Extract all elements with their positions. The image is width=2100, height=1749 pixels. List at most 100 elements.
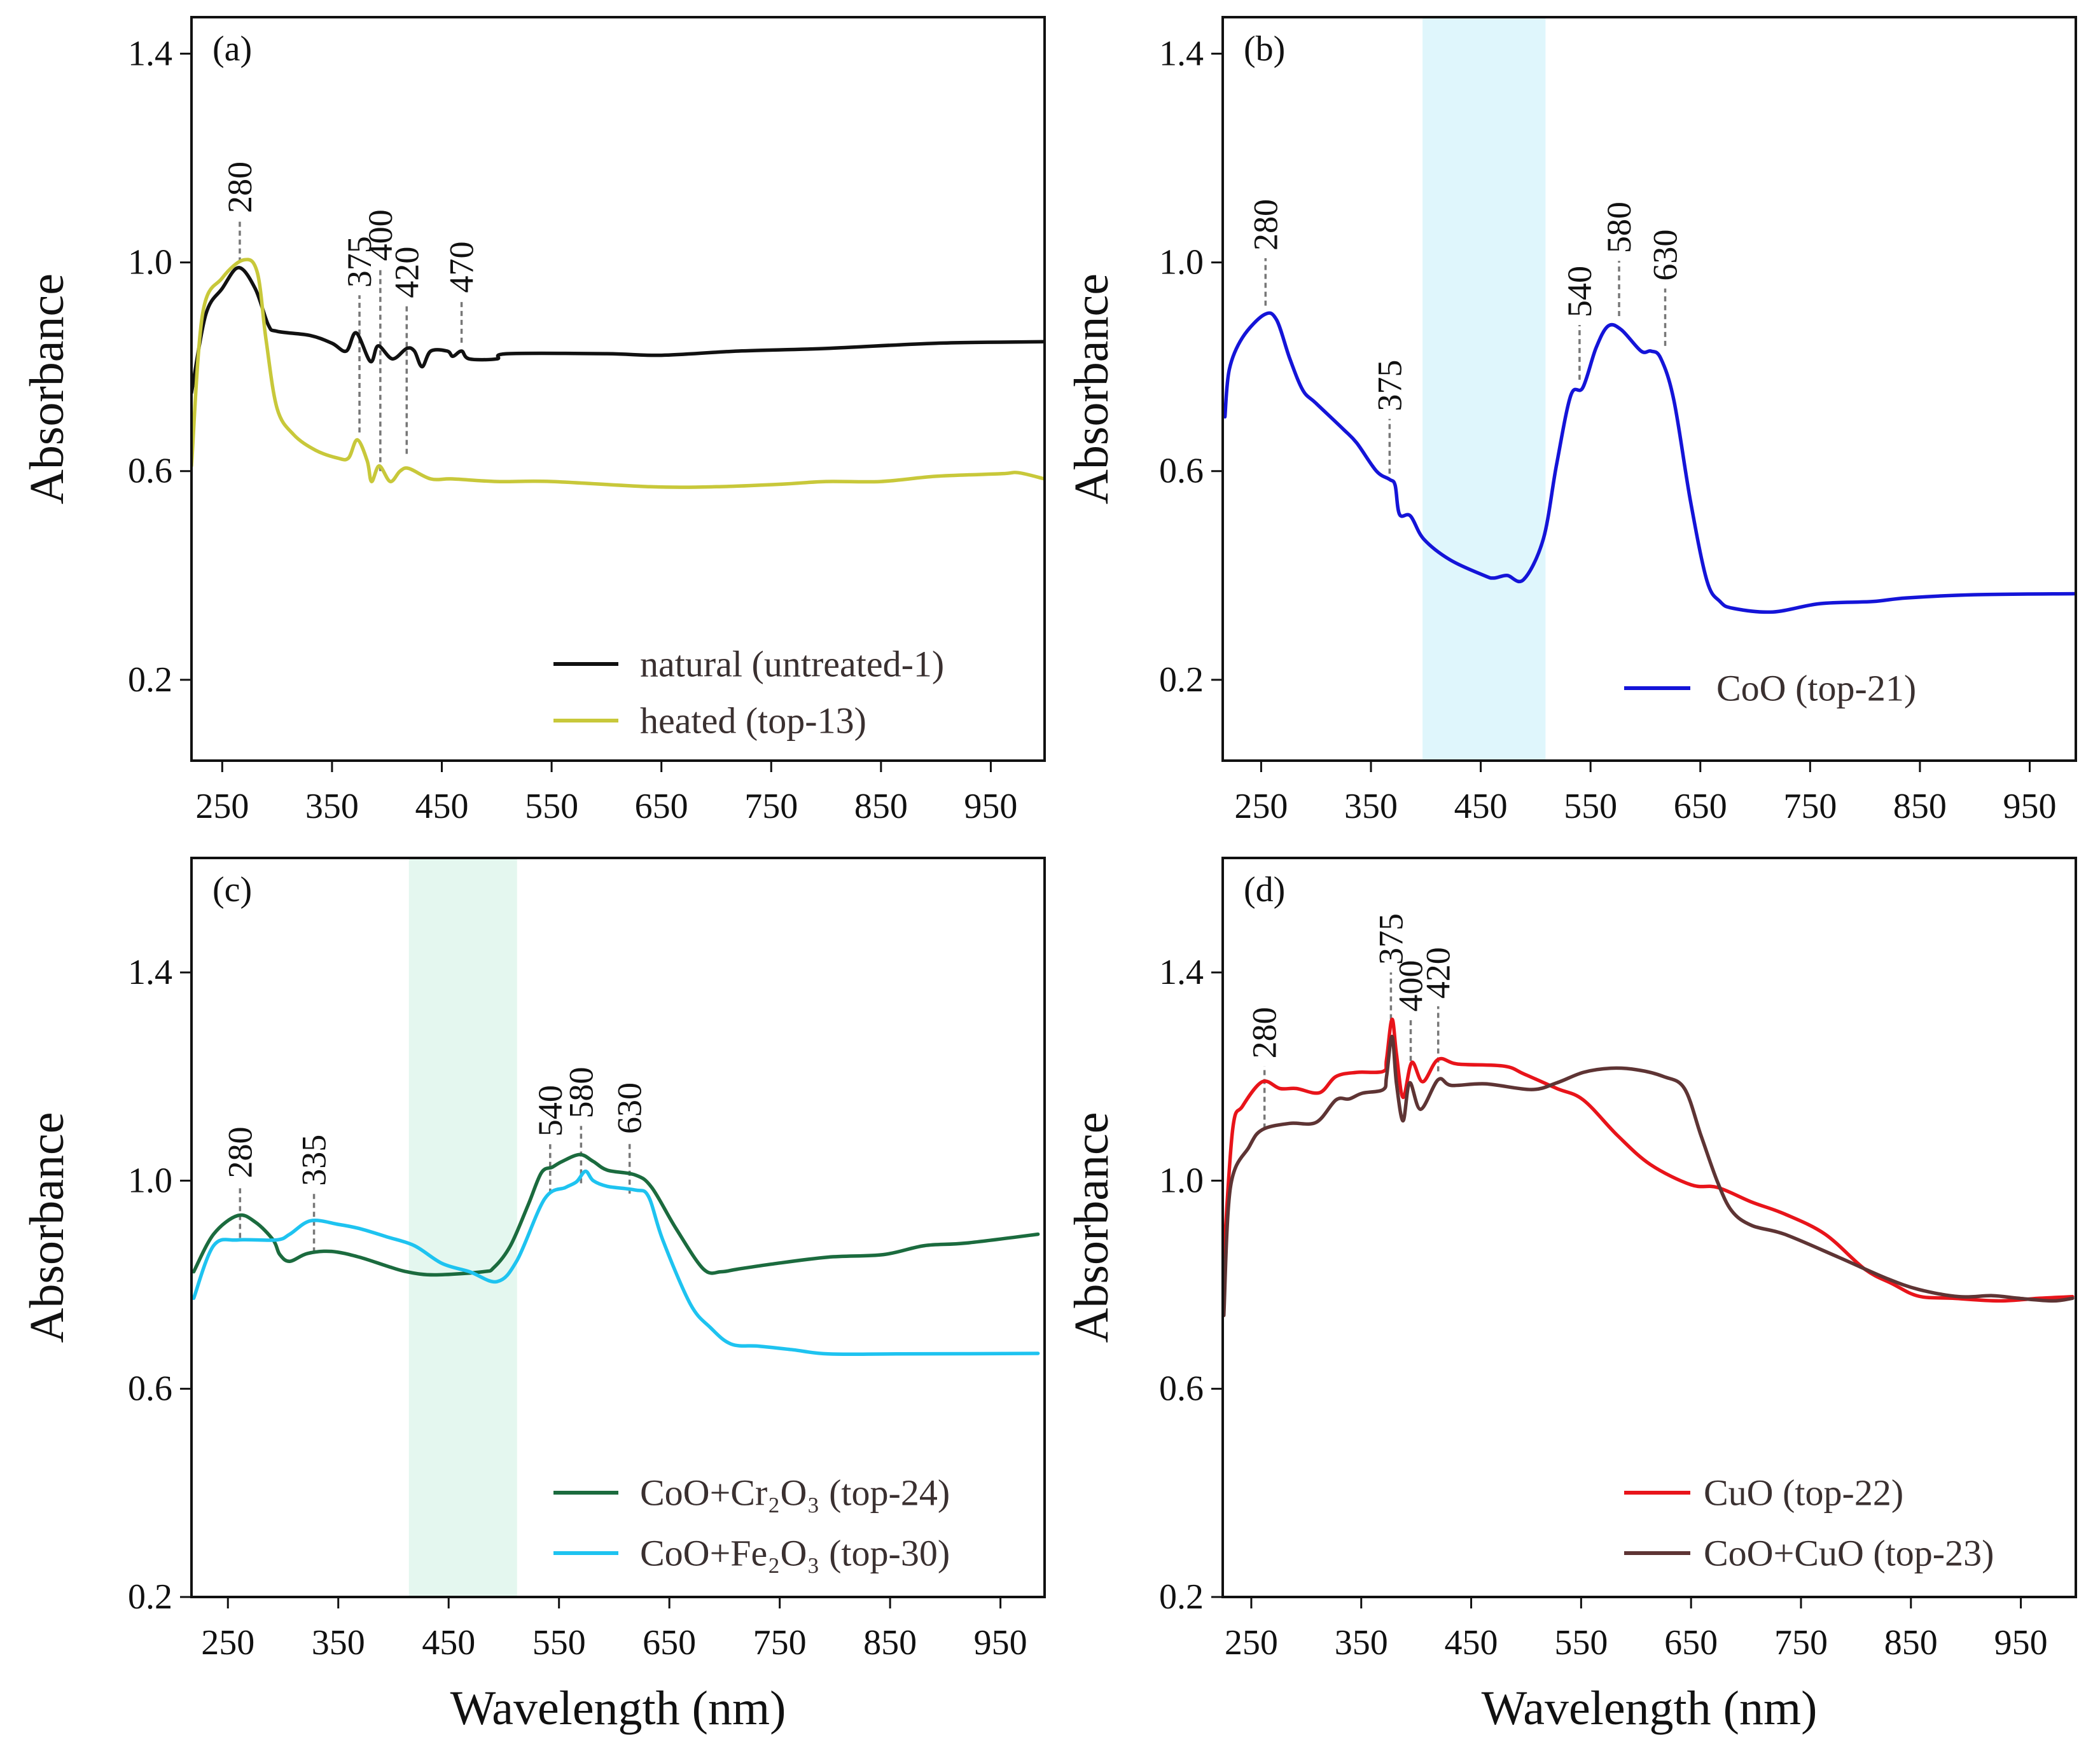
x-tick-label: 950 bbox=[964, 787, 1017, 826]
plot-frame bbox=[1221, 857, 2077, 1598]
y-tick-label: 1.0 bbox=[128, 243, 172, 282]
peak-label: 280 bbox=[1246, 1007, 1284, 1058]
x-tick-label: 350 bbox=[312, 1623, 365, 1663]
x-tick-label: 650 bbox=[635, 787, 688, 826]
y-tick-label: 0.2 bbox=[128, 1577, 172, 1617]
y-tick-label: 0.6 bbox=[1159, 1369, 1204, 1409]
x-tick-label: 750 bbox=[1783, 787, 1837, 826]
legend-entry: CuO (top-22) bbox=[1704, 1472, 1903, 1514]
peak-label: 375 bbox=[340, 236, 379, 287]
peak-label: 630 bbox=[1646, 230, 1685, 281]
peak-label: 375 bbox=[1370, 360, 1408, 411]
x-tick-label: 750 bbox=[1774, 1623, 1828, 1663]
peak-label: 540 bbox=[1561, 266, 1599, 317]
x-tick-label: 650 bbox=[1664, 1623, 1718, 1663]
series-line-1 bbox=[191, 1169, 1040, 1357]
series-line-0 bbox=[1223, 311, 2076, 614]
x-tick-label: 850 bbox=[863, 1623, 917, 1663]
peak-label: 420 bbox=[1419, 947, 1457, 999]
panel-label: (b) bbox=[1244, 29, 1285, 69]
x-tick-label: 850 bbox=[1884, 1623, 1938, 1663]
peak-label: 400 bbox=[1392, 960, 1430, 1012]
y-axis-title: Absorbance bbox=[1065, 1112, 1118, 1343]
panel-label: (a) bbox=[212, 29, 252, 69]
x-tick-label: 950 bbox=[974, 1623, 1027, 1663]
legend-entry: CoO (top-21) bbox=[1716, 668, 1916, 709]
legend-entry: CoO+Cr₂O₃ (top-24) bbox=[640, 1472, 950, 1514]
series-group bbox=[191, 1152, 1040, 1357]
x-tick-label: 950 bbox=[2003, 787, 2057, 826]
peak-label: 280 bbox=[221, 162, 259, 213]
x-tick-label: 550 bbox=[1564, 787, 1617, 826]
x-tick-label: 250 bbox=[201, 1623, 254, 1663]
x-tick-label: 450 bbox=[415, 787, 468, 826]
x-tick-label: 350 bbox=[305, 787, 359, 826]
y-tick-label: 1.4 bbox=[1159, 34, 1204, 73]
x-tick-label: 950 bbox=[1994, 1623, 2048, 1663]
series-line-0 bbox=[191, 1152, 1040, 1277]
series-group bbox=[1223, 1017, 2075, 1318]
x-tick-label: 650 bbox=[1674, 787, 1727, 826]
plot-frame bbox=[1221, 16, 2077, 762]
peak-label: 420 bbox=[387, 247, 426, 298]
y-tick-label: 0.6 bbox=[128, 1369, 172, 1409]
y-tick-label: 1.0 bbox=[128, 1161, 172, 1200]
panel-d: 250 350 450 550 650 750 850 950 0.2 0.6 1.0 1.4 Abso… bbox=[1065, 857, 2077, 1735]
x-tick-label: 350 bbox=[1335, 1623, 1388, 1663]
y-tick-label: 0.2 bbox=[1159, 660, 1204, 700]
x-tick-label: 750 bbox=[753, 1623, 807, 1663]
legend-entry: natural (untreated-1) bbox=[640, 644, 944, 685]
y-axis-title: Absorbance bbox=[20, 273, 74, 504]
y-tick-label: 1.4 bbox=[1159, 953, 1204, 992]
shaded-band bbox=[1422, 17, 1546, 761]
x-tick-label: 550 bbox=[1554, 1623, 1608, 1663]
legend-entry: CoO+Fe₂O₃ (top-30) bbox=[640, 1533, 950, 1574]
x-tick-label: 650 bbox=[643, 1623, 696, 1663]
panels: 250 350 450 550 650 750 850 950 0.2 0.6 1.0 1.4 Abso… bbox=[20, 16, 2077, 1735]
x-tick-label: 250 bbox=[1234, 787, 1288, 826]
peak-label: 400 bbox=[361, 209, 400, 261]
x-tick-label: 250 bbox=[195, 787, 249, 826]
peak-label: 580 bbox=[1600, 202, 1638, 253]
legend-entry: heated (top-13) bbox=[640, 700, 866, 742]
peak-label: 375 bbox=[1372, 913, 1410, 965]
plot-frame bbox=[190, 16, 1046, 762]
peak-label: 335 bbox=[295, 1135, 333, 1186]
shaded-band bbox=[408, 858, 517, 1597]
x-tick-label: 750 bbox=[744, 787, 798, 826]
y-tick-label: 0.2 bbox=[1159, 1577, 1204, 1617]
x-tick-label: 350 bbox=[1344, 787, 1398, 826]
y-tick-label: 0.6 bbox=[1159, 452, 1204, 491]
x-tick-label: 450 bbox=[1454, 787, 1508, 826]
x-tick-label: 550 bbox=[532, 1623, 586, 1663]
series-line-0 bbox=[191, 266, 1045, 395]
x-tick-label: 450 bbox=[422, 1623, 475, 1663]
y-tick-label: 1.4 bbox=[128, 34, 172, 73]
y-tick-label: 1.0 bbox=[1159, 243, 1204, 282]
peak-label: 280 bbox=[1246, 199, 1284, 251]
x-tick-label: 450 bbox=[1445, 1623, 1498, 1663]
peak-label: 630 bbox=[611, 1082, 649, 1134]
y-tick-label: 0.2 bbox=[128, 660, 172, 700]
x-tick-label: 850 bbox=[1893, 787, 1947, 826]
panel-label: (d) bbox=[1244, 870, 1285, 909]
y-tick-label: 1.4 bbox=[128, 953, 172, 992]
x-axis-title: Wavelength (nm) bbox=[450, 1682, 786, 1735]
panel-a: 250 350 450 550 650 750 850 950 0.2 0.6 1.0 1.4 Abso… bbox=[20, 16, 1046, 826]
series-line-1 bbox=[1223, 1034, 2075, 1318]
plot-frame bbox=[190, 857, 1046, 1598]
peak-label: 540 bbox=[531, 1085, 569, 1137]
y-axis-title: Absorbance bbox=[20, 1112, 74, 1343]
x-axis-title: Wavelength (nm) bbox=[1482, 1682, 1818, 1735]
y-axis-title: Absorbance bbox=[1065, 273, 1118, 504]
panel-b: 250 350 450 550 650 750 850 950 0.2 0.6 1.0 1.4 Abso… bbox=[1065, 16, 2077, 826]
peak-label: 280 bbox=[221, 1127, 259, 1179]
x-tick-label: 250 bbox=[1225, 1623, 1278, 1663]
legend-entry: CoO+CuO (top-23) bbox=[1704, 1533, 1994, 1574]
peak-label: 580 bbox=[562, 1067, 600, 1118]
panel-label: (c) bbox=[212, 870, 252, 909]
x-tick-label: 550 bbox=[525, 787, 578, 826]
y-tick-label: 1.0 bbox=[1159, 1161, 1204, 1200]
y-tick-label: 0.6 bbox=[128, 452, 172, 491]
